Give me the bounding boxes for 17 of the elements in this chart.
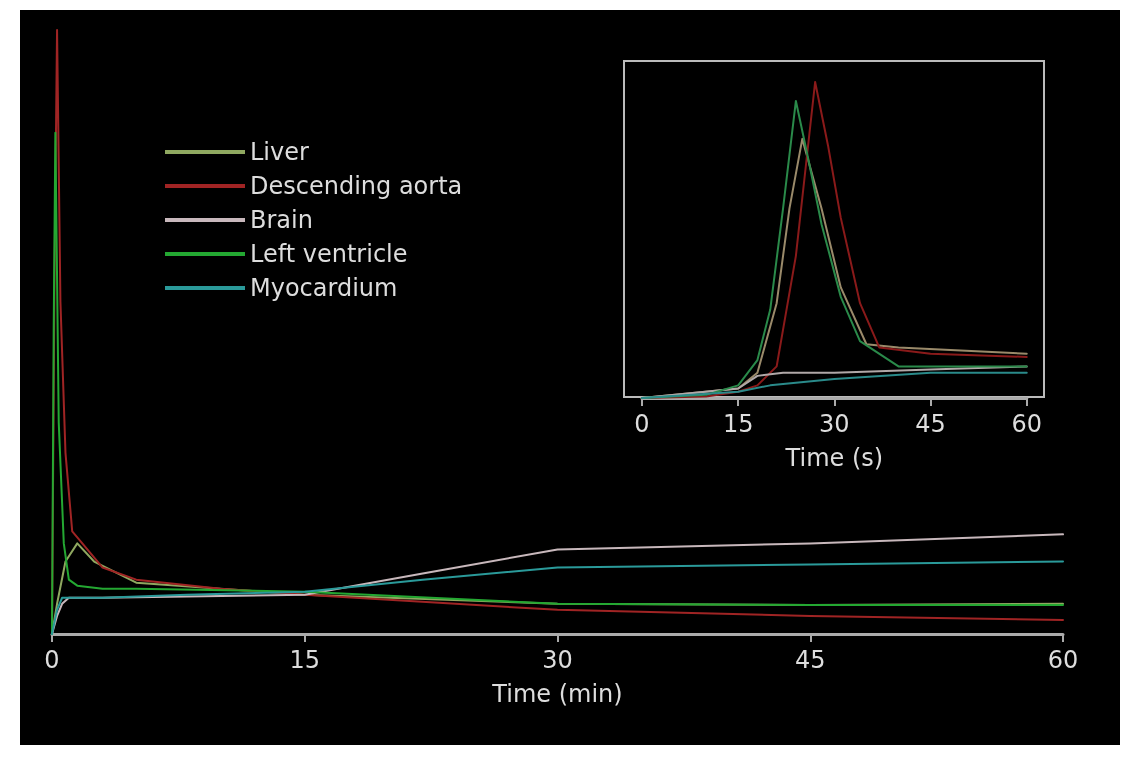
legend-label: Myocardium bbox=[250, 274, 398, 302]
x-tick-label: 60 bbox=[1047, 646, 1079, 674]
x-axis-title: Time (min) bbox=[491, 680, 623, 708]
x-axis-title: Time (s) bbox=[784, 444, 884, 472]
legend-label: Brain bbox=[250, 206, 313, 234]
x-tick-label: 0 bbox=[634, 410, 650, 438]
x-tick-label: 15 bbox=[722, 410, 754, 438]
legend-label: Left ventricle bbox=[250, 240, 408, 268]
x-tick-label: 30 bbox=[542, 646, 573, 674]
x-tick-label: 0 bbox=[44, 646, 60, 674]
x-tick-label: 60 bbox=[1011, 410, 1042, 438]
x-tick-label: 30 bbox=[819, 410, 850, 438]
legend-label: Liver bbox=[250, 138, 310, 166]
legend-label: Descending aorta bbox=[250, 172, 463, 200]
x-tick-label: 45 bbox=[915, 410, 946, 438]
x-tick-label: 45 bbox=[794, 646, 826, 674]
x-tick-label: 15 bbox=[289, 646, 321, 674]
